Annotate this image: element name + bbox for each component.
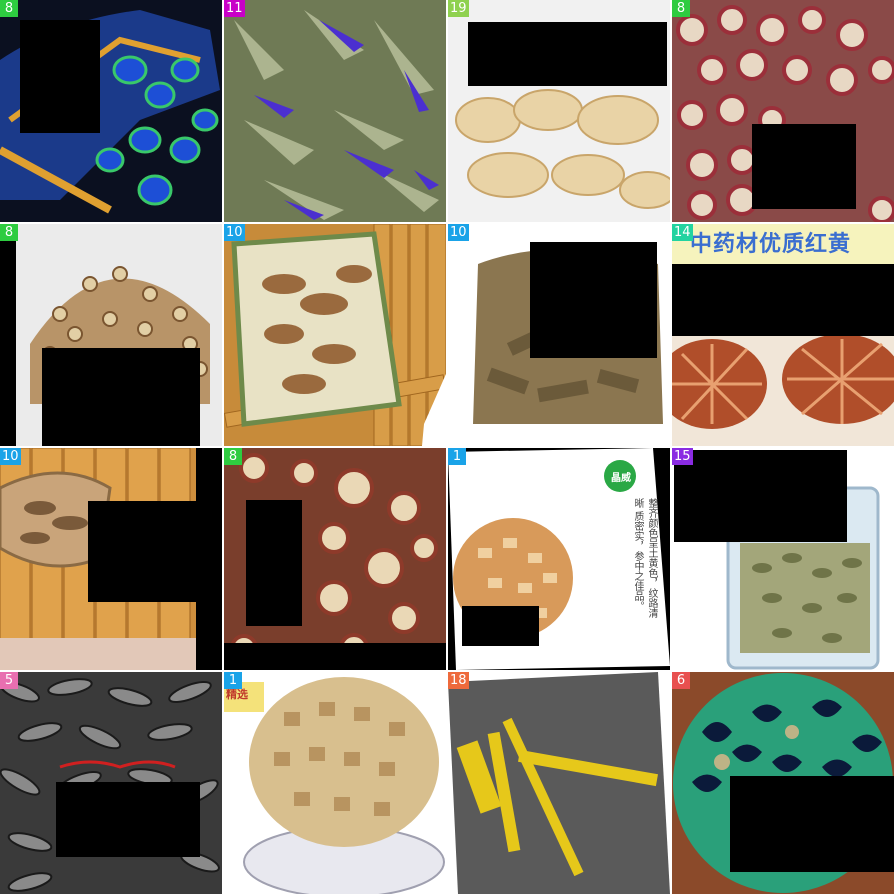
tile-label-badge: 8 (0, 0, 18, 17)
yellow-root-sticks-image (448, 672, 670, 894)
tile-label-badge: 10 (224, 224, 245, 241)
tile-3[interactable]: 19 (448, 0, 670, 222)
tile-label-badge: 10 (448, 224, 469, 241)
redaction-box (674, 450, 847, 542)
tile-14[interactable]: 精选 1 (224, 672, 446, 894)
sliced-root-false-color-image (0, 0, 222, 222)
dark-seeds-image (0, 672, 222, 894)
red-rimmed-slices-image (672, 0, 894, 222)
redaction-box (468, 22, 667, 86)
product-tag: 精选 (226, 688, 248, 701)
tile-13[interactable]: 5 (0, 672, 222, 894)
product-banner: 中药材优质红黄 (690, 232, 852, 256)
redaction-box (246, 500, 302, 626)
tile-11[interactable]: 晶威 整齐颜色呈土黄色，纹路清晰 质密实，参中之佳品。 1 (448, 448, 670, 670)
bowl-of-diced-root-image (224, 672, 446, 894)
tile-label-badge: 8 (0, 224, 18, 241)
redaction-box (752, 124, 856, 209)
redaction-box (56, 782, 200, 857)
tile-label-badge: 6 (672, 672, 690, 689)
tile-4[interactable]: 8 (672, 0, 894, 222)
tile-5[interactable]: 8 (0, 224, 222, 446)
tile-16[interactable]: 6 (672, 672, 894, 894)
roots-on-bamboo-image (224, 224, 446, 446)
brand-badge: 晶威 (611, 473, 631, 484)
tile-10[interactable]: 8 (224, 448, 446, 670)
tile-label-badge: 15 (672, 448, 693, 465)
tile-label-badge: 8 (672, 0, 690, 17)
tile-8[interactable]: 中药材优质红黄 14 (672, 224, 894, 446)
redaction-box (42, 348, 200, 446)
redaction-box (730, 776, 894, 872)
tile-6[interactable]: 10 (224, 224, 446, 446)
tile-label-badge: 8 (224, 448, 242, 465)
tile-label-badge: 11 (224, 0, 245, 17)
redaction-box (530, 242, 657, 358)
tile-label-badge: 19 (448, 0, 469, 17)
tile-label-badge: 1 (224, 672, 242, 689)
scoop-on-bamboo-slips-image (0, 448, 222, 670)
tile-7[interactable]: 10 (448, 224, 670, 446)
tile-label-badge: 18 (448, 672, 469, 689)
product-description: 整齐颜色呈土黄色，纹路清晰 质密实，参中之佳品。 (632, 498, 657, 618)
dried-leaves-image (224, 0, 446, 222)
tile-2[interactable]: 11 (224, 0, 446, 222)
tile-12[interactable]: 15 (672, 448, 894, 670)
tile-9[interactable]: 10 (0, 448, 222, 670)
tile-15[interactable]: 18 (448, 672, 670, 894)
tile-1[interactable]: 8 (0, 0, 222, 222)
tile-label-badge: 5 (0, 672, 18, 689)
tile-label-badge: 1 (448, 448, 466, 465)
redaction-box (462, 606, 539, 646)
tile-label-badge: 14 (672, 224, 693, 241)
redaction-box (20, 20, 100, 133)
redaction-box (88, 501, 196, 602)
redaction-box (672, 264, 894, 336)
tile-label-badge: 10 (0, 448, 21, 465)
